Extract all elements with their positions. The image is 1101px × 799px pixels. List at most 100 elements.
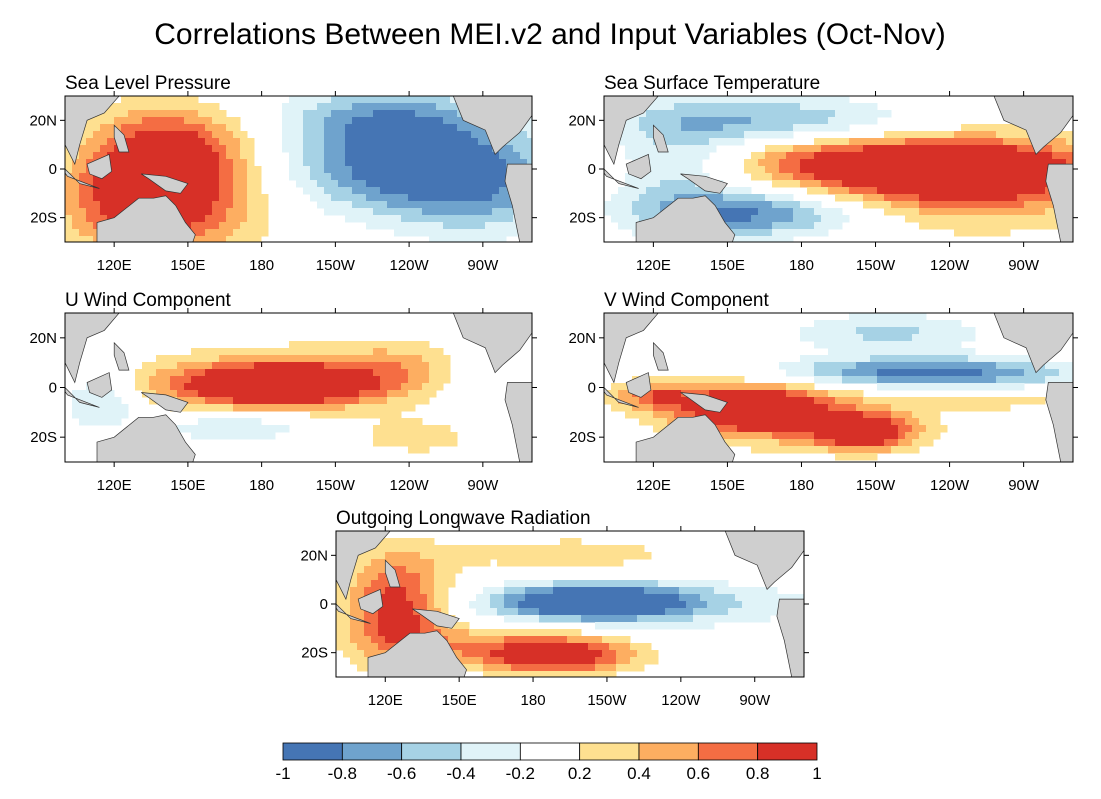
field-cell [588, 650, 596, 658]
field-cell [667, 131, 675, 139]
field-cell [149, 194, 157, 202]
field-cell [933, 222, 941, 230]
field-cell [849, 334, 857, 342]
field-cell [588, 587, 596, 595]
field-cell [324, 341, 332, 349]
field-cell [100, 187, 108, 195]
field-cell [905, 166, 913, 174]
field-cell [532, 615, 540, 623]
field-cell [387, 348, 395, 356]
field-cell [644, 650, 652, 658]
field-cell [898, 145, 906, 153]
field-cell [821, 327, 829, 335]
field-cell [233, 404, 241, 412]
field-cell [198, 124, 206, 132]
field-cell [849, 397, 857, 405]
field-cell [275, 355, 283, 363]
field-cell [933, 432, 941, 440]
field-cell [653, 180, 661, 188]
field-cell [469, 545, 477, 553]
field-cell [198, 418, 206, 426]
y-tick-label: 20N [568, 330, 596, 347]
field-cell [686, 608, 694, 616]
field-cell [128, 145, 136, 153]
field-cell [968, 369, 976, 377]
field-cell [471, 131, 479, 139]
field-cell [553, 636, 561, 644]
field-cell [226, 236, 234, 242]
field-cell [709, 124, 717, 132]
field-cell [975, 138, 983, 146]
field-cell [625, 152, 633, 160]
field-cell [532, 608, 540, 616]
field-cell [835, 355, 843, 363]
field-cell [436, 376, 444, 384]
field-cell [380, 390, 388, 398]
field-cell [688, 166, 696, 174]
field-cell [835, 369, 843, 377]
field-cell [849, 138, 857, 146]
field-cell [639, 124, 647, 132]
x-tick-label: 150W [316, 477, 356, 494]
land-mass [65, 313, 120, 384]
field-cell [856, 411, 864, 419]
field-cell [772, 180, 780, 188]
field-cell [793, 166, 801, 174]
field-cell [814, 103, 822, 111]
field-cell [450, 215, 458, 223]
field-cell [842, 320, 850, 328]
colorbar-swatch [282, 742, 343, 761]
field-cell [961, 173, 969, 181]
field-cell [492, 180, 500, 188]
field-cell [940, 376, 948, 384]
field-cell [947, 145, 955, 153]
field-cell [800, 110, 808, 118]
field-cell [919, 348, 927, 356]
field-cell [457, 194, 465, 202]
field-cell [343, 650, 351, 658]
field-cell [877, 369, 885, 377]
field-cell [364, 636, 372, 644]
field-cell [539, 594, 547, 602]
field-cell [462, 629, 470, 637]
field-cell [723, 194, 731, 202]
field-cell [184, 355, 192, 363]
field-cell [86, 117, 94, 125]
field-cell [464, 124, 472, 132]
field-cell [616, 545, 624, 553]
field-cell [639, 194, 647, 202]
field-cell [709, 96, 717, 104]
field-cell [653, 208, 661, 216]
field-cell [240, 194, 248, 202]
field-cell [1010, 355, 1018, 363]
field-cell [723, 117, 731, 125]
field-cell [807, 404, 815, 412]
field-cell [926, 159, 934, 167]
field-cell [413, 580, 421, 588]
field-cell [504, 559, 512, 567]
field-cell [464, 180, 472, 188]
field-cell [1024, 159, 1032, 167]
field-cell [625, 411, 633, 419]
field-cell [247, 418, 255, 426]
x-tick-label: 120W [390, 477, 430, 494]
field-cell [763, 601, 771, 609]
field-cell [646, 145, 654, 153]
field-cell [121, 404, 129, 412]
field-cell [968, 215, 976, 223]
field-cell [588, 643, 596, 651]
field-cell [93, 131, 101, 139]
field-cell [821, 355, 829, 363]
field-cell [644, 587, 652, 595]
field-cell [849, 369, 857, 377]
field-cell [448, 636, 456, 644]
field-cell [814, 117, 822, 125]
field-cell [835, 96, 843, 104]
field-cell [93, 145, 101, 153]
field-cell [184, 138, 192, 146]
field-cell [870, 446, 878, 454]
field-cell [891, 145, 899, 153]
field-cell [737, 404, 745, 412]
